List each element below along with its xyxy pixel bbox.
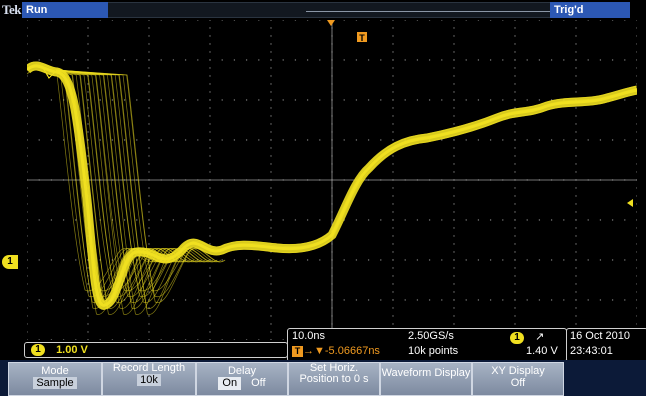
ch1-badge: 1 xyxy=(31,344,45,356)
graticule xyxy=(27,20,637,340)
record-length-value: 10k xyxy=(137,374,161,386)
trigger-position-marker: T xyxy=(327,20,367,43)
xy-display-value: Off xyxy=(510,377,526,389)
delay-button[interactable]: Delay On Off xyxy=(196,362,288,396)
svg-text:T: T xyxy=(359,33,365,43)
time: 23:43:01 xyxy=(570,345,613,357)
trigger-source: 1 ↗ xyxy=(510,330,544,344)
xy-display-button[interactable]: XY Display Off xyxy=(472,362,564,396)
ch1-badge: 1 xyxy=(510,332,524,344)
trigger-level: 1.40 V xyxy=(526,345,558,357)
trigger-level-arrow xyxy=(627,199,633,207)
mode-value: Sample xyxy=(33,377,77,389)
mode-button[interactable]: Mode Sample xyxy=(8,362,102,396)
ch1-volts-per-div: 1.00 V xyxy=(56,344,88,356)
record-view-window xyxy=(306,11,556,12)
delay-on-option: On xyxy=(218,377,242,390)
set-horiz-position-button[interactable]: Set Horiz. Position to 0 s xyxy=(288,362,380,396)
status-bar: Tek Run Trig'd xyxy=(0,0,646,20)
date: 16 Oct 2010 xyxy=(570,330,630,342)
record-length-button[interactable]: Record Length 10k xyxy=(102,362,196,396)
waveform-display: T xyxy=(27,20,637,340)
horizontal-readout[interactable]: 10.0ns 2.50GS/s 1 ↗ T →▼-5.06667ns 10k po… xyxy=(287,328,567,362)
record-length-readout: 10k points xyxy=(408,345,459,357)
acquisition-status: Run xyxy=(22,2,108,18)
tek-logo: Tek xyxy=(2,2,21,17)
waveform-display-button[interactable]: Waveform Display xyxy=(380,362,472,396)
delay-off-option: Off xyxy=(251,377,266,389)
time-per-div: 10.0ns xyxy=(292,330,326,342)
ch1-scale-readout[interactable]: 1 1.00 V xyxy=(24,342,288,358)
ch1-waveform xyxy=(27,61,637,315)
horizontal-position: T →▼-5.06667ns xyxy=(292,345,380,357)
trigger-status: Trig'd xyxy=(550,2,630,18)
sample-rate: 2.50GS/s xyxy=(408,330,454,342)
trigger-icon: T xyxy=(292,346,303,357)
record-view-bar xyxy=(108,2,556,18)
rising-edge-icon: ↗ xyxy=(535,331,545,343)
ch1-ground-marker[interactable]: 1 xyxy=(2,255,18,269)
date-time-readout: 16 Oct 2010 23:43:01 xyxy=(566,328,646,362)
